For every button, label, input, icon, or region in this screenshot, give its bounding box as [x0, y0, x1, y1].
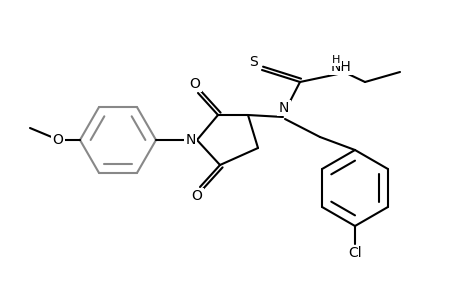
Text: O: O [191, 189, 202, 203]
Text: N: N [278, 101, 289, 115]
Text: O: O [52, 133, 63, 147]
Text: H: H [331, 55, 340, 65]
Text: S: S [249, 55, 258, 69]
Text: Cl: Cl [347, 246, 361, 260]
Text: O: O [189, 77, 200, 91]
Text: N: N [185, 133, 196, 147]
Text: NH: NH [330, 60, 351, 74]
